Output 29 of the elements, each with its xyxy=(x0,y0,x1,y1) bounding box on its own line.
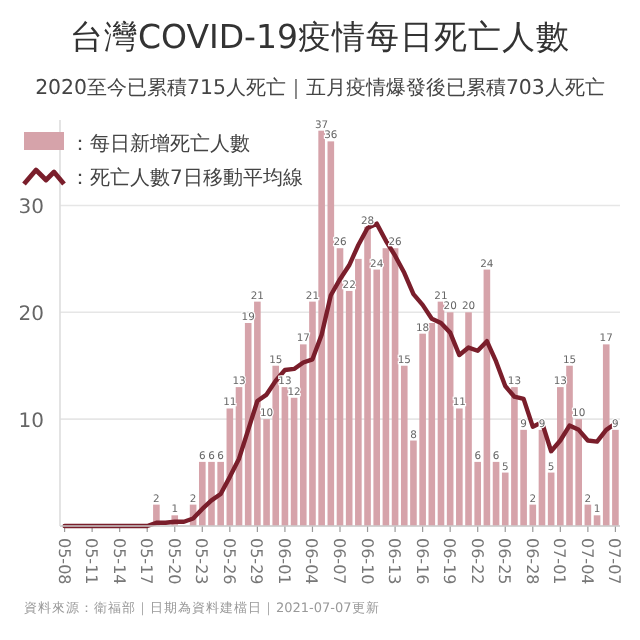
x-tick-label: 05-26 xyxy=(219,538,238,585)
x-tick-label: 05-20 xyxy=(164,538,183,585)
x-tick-label: 05-14 xyxy=(109,538,128,585)
x-tick-label: 05-29 xyxy=(247,538,266,585)
x-tick-label: 06-16 xyxy=(412,538,431,585)
legend-label: ：死亡人數7日移動平均線 xyxy=(70,166,303,190)
chart-subtitle: 2020至今已累積715人死亡｜五月疫情爆發後已累積703人死亡 xyxy=(35,76,605,100)
line-series xyxy=(62,221,618,529)
x-tick-label: 06-07 xyxy=(330,538,348,585)
x-tick-label: 06-01 xyxy=(274,538,293,585)
x-tick-label: 06-19 xyxy=(440,538,459,585)
y-tick-label: 10 xyxy=(18,411,44,434)
x-tick-label: 05-11 xyxy=(82,538,101,585)
x-tick-label: 06-13 xyxy=(385,538,404,585)
x-tick-label: 05-23 xyxy=(192,538,211,585)
x-tick-label: 06-10 xyxy=(357,538,376,585)
x-tick-label: 06-22 xyxy=(467,538,486,585)
chart-title: 台灣COVID-19疫情每日死亡人數 xyxy=(69,18,571,56)
y-tick-label: 20 xyxy=(18,304,44,327)
x-tick-label: 06-25 xyxy=(495,538,514,585)
x-tick-label: 05-08 xyxy=(54,538,73,585)
x-tick-label: 06-04 xyxy=(302,538,321,585)
x-tick-label: 07-07 xyxy=(605,538,624,585)
y-tick-label: 30 xyxy=(18,197,44,220)
legend-label: ：每日新增死亡人數 xyxy=(70,132,250,156)
x-tick-label: 06-28 xyxy=(522,538,541,585)
x-tick-label: 05-17 xyxy=(137,538,156,585)
x-tick-label: 07-04 xyxy=(577,538,596,585)
x-tick-label: 07-01 xyxy=(550,538,569,585)
